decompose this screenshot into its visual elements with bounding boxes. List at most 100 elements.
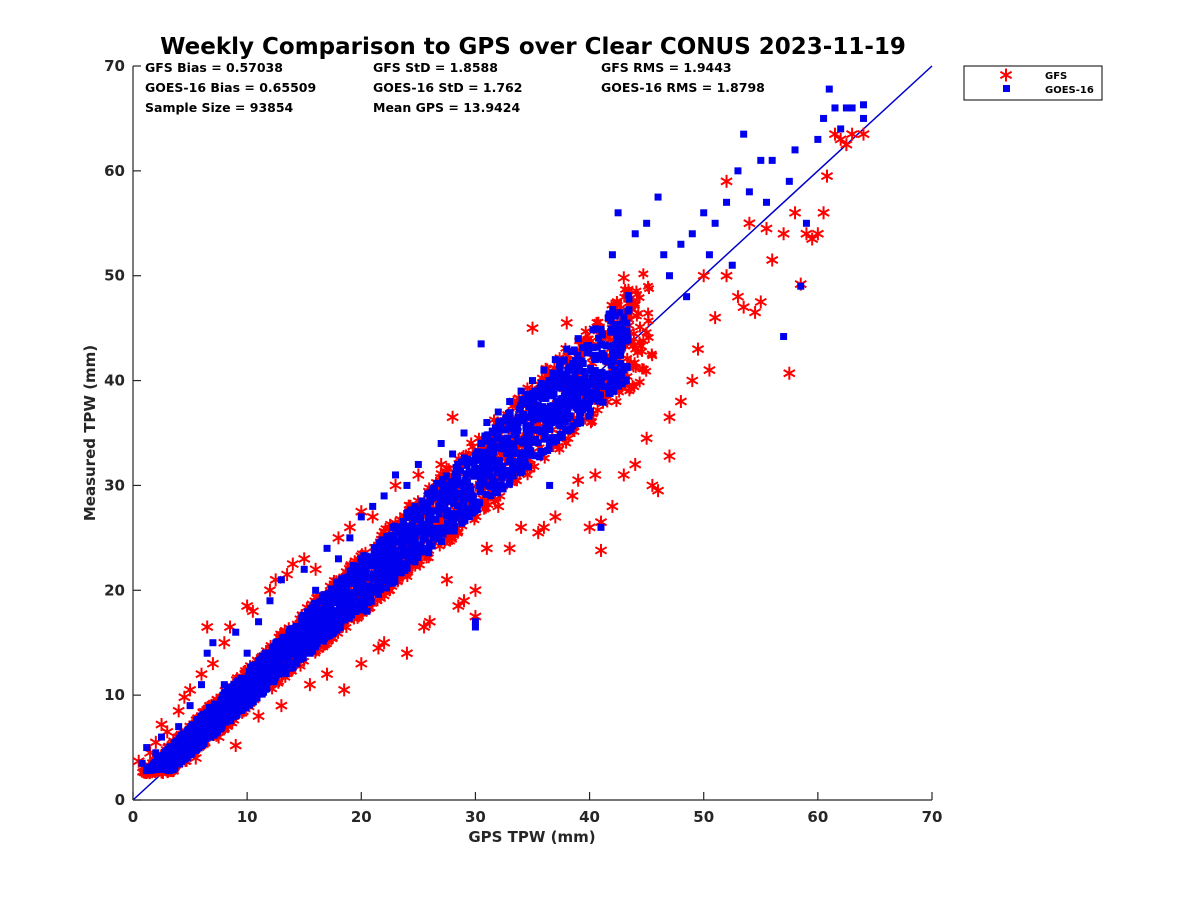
gfs-point [423,615,436,629]
goes16-point [255,618,263,626]
goes16-point [253,675,261,683]
goes16-point [527,426,535,434]
goes16-point [610,387,618,395]
goes16-point [478,439,486,447]
goes16-point [586,398,594,406]
goes16-point [613,334,621,342]
goes16-point [426,529,434,537]
goes16-point [384,541,392,549]
goes16-point [529,377,536,385]
goes16-point [384,558,392,566]
goes16-point [352,586,360,594]
goes16-point [445,497,453,505]
gfs-point [446,533,458,545]
goes16-point [643,219,651,227]
gfs-point [783,366,796,380]
goes16-point [487,492,495,500]
goes16-point [848,104,856,112]
goes16-point [450,474,458,482]
goes16-point [505,480,513,488]
goes16-point [461,505,469,513]
y-ticks: 0 10 20 30 40 50 60 70 [104,57,141,809]
goes16-point [510,449,518,457]
goes16-point [556,368,564,376]
goes16-point [318,610,326,618]
gfs-point [286,557,299,571]
goes16-point [516,401,524,409]
goes16-point [323,544,331,552]
goes16-point [401,536,409,544]
goes16-point [346,534,354,542]
goes16-point [549,402,557,410]
goes16-point [471,623,479,631]
x-tick-label: 30 [465,808,486,826]
goes16-point [578,357,586,365]
goes16-point [460,487,468,495]
goes16-point [611,312,619,320]
goes16-point [523,413,531,421]
goes16-point [407,543,415,551]
goes16-point [569,422,577,430]
goes16-point [329,609,337,617]
goes16-point [363,559,371,567]
goes16-point [606,357,614,365]
goes16-point [183,754,191,762]
goes16-point [552,397,560,405]
goes16-point [471,618,479,626]
goes16-point [516,456,524,464]
goes16-point [820,114,828,122]
goes16-point [362,552,370,560]
gfs-point [720,269,733,283]
gfs-point [743,216,756,230]
goes16-point [430,507,438,515]
goes16-point [506,474,514,482]
goes16-point [408,521,416,529]
goes16-point [607,328,615,336]
goes16-point [357,580,365,588]
goes16-point [506,398,514,406]
goes16-point [373,568,381,576]
goes16-point [414,553,422,561]
goes16-point [378,549,386,557]
goes16-point [797,282,805,290]
goes16-point [297,641,305,649]
goes16-point [514,437,522,445]
goes16-point [548,419,556,427]
goes16-point [614,382,622,390]
goes16-point [331,617,339,625]
goes16-point [597,523,605,531]
goes16-point [489,483,497,491]
goes16-point [277,637,285,645]
goes16-point [280,641,288,649]
goes16-point [430,493,438,501]
goes16-point [589,344,597,352]
goes16-point [403,523,411,531]
gfs-point [229,738,242,752]
goes16-point [292,646,300,654]
goes16-point [138,759,146,767]
gfs-point [646,350,658,362]
goes16-point [688,230,696,238]
goes16-point [345,590,353,598]
goes16-point [611,367,619,375]
goes16-point [246,693,254,701]
goes16-point [202,713,210,721]
goes16-point [267,677,275,685]
goes16-point [660,251,668,259]
gfs-point [766,253,779,267]
goes16-point [374,580,382,588]
goes16-point [306,621,314,629]
goes16-point [243,697,251,705]
gfs-point [417,620,431,634]
goes16-point [261,673,269,681]
y-tick-label: 50 [104,267,125,285]
gfs-point [845,127,859,141]
goes16-point [301,648,309,656]
goes16-point [451,481,459,489]
goes16-point [393,568,401,576]
goes16-point [385,553,393,561]
goes16-point [531,412,539,420]
goes16-point [491,458,499,466]
goes16-point [534,401,542,409]
gfs-point [457,594,471,608]
